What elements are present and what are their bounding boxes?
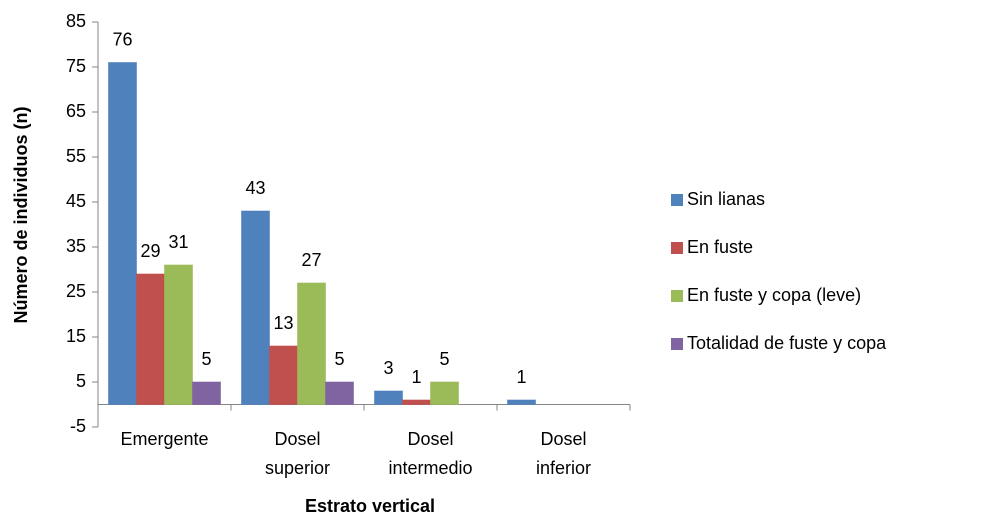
bar	[269, 345, 298, 405]
y-tick-label: 15	[66, 326, 86, 346]
legend-label: Sin lianas	[687, 189, 765, 209]
legend-label: Totalidad de fuste y copa	[687, 333, 887, 353]
legend-label: En fuste y copa (leve)	[687, 285, 861, 305]
data-label: 1	[411, 367, 421, 387]
data-label: 31	[168, 232, 188, 252]
y-tick-label: 45	[66, 191, 86, 211]
data-label: 3	[383, 358, 393, 378]
x-tick-label: Dosel inferior	[536, 429, 591, 478]
y-tick-label: 25	[66, 281, 86, 301]
y-tick-label: 55	[66, 146, 86, 166]
bar	[374, 390, 403, 405]
data-label: 5	[334, 349, 344, 369]
bar	[297, 282, 326, 405]
bar	[430, 381, 459, 405]
data-label: 27	[301, 250, 321, 270]
y-tick-label: 35	[66, 236, 86, 256]
data-label: 1	[516, 367, 526, 387]
data-label: 76	[112, 29, 132, 49]
bar	[108, 62, 137, 405]
y-axis-title: Número de individuos (n)	[11, 106, 31, 323]
y-tick-label: 65	[66, 101, 86, 121]
y-tick-label: 5	[76, 371, 86, 391]
x-tick-label: Emergente	[120, 429, 208, 449]
bar	[192, 381, 221, 405]
bar	[402, 399, 431, 405]
legend-label: En fuste	[687, 237, 753, 257]
bar	[507, 399, 536, 405]
y-tick-label: 85	[66, 11, 86, 31]
data-label: 43	[245, 178, 265, 198]
legend-swatch	[671, 242, 683, 254]
data-label: 29	[140, 241, 160, 261]
x-tick-label: Dosel superior	[265, 429, 330, 478]
x-tick-label: Dosel intermedio	[388, 429, 472, 478]
bar	[325, 381, 354, 405]
data-label: 5	[439, 349, 449, 369]
bar	[164, 264, 193, 405]
x-axis-title: Estrato vertical	[305, 496, 435, 516]
legend-swatch	[671, 194, 683, 206]
legend-swatch	[671, 290, 683, 302]
data-label: 5	[201, 349, 211, 369]
bar	[241, 210, 270, 405]
legend-swatch	[671, 338, 683, 350]
data-label: 13	[273, 313, 293, 333]
bar	[136, 273, 165, 405]
y-tick-label: 75	[66, 56, 86, 76]
y-tick-label: -5	[70, 416, 86, 436]
